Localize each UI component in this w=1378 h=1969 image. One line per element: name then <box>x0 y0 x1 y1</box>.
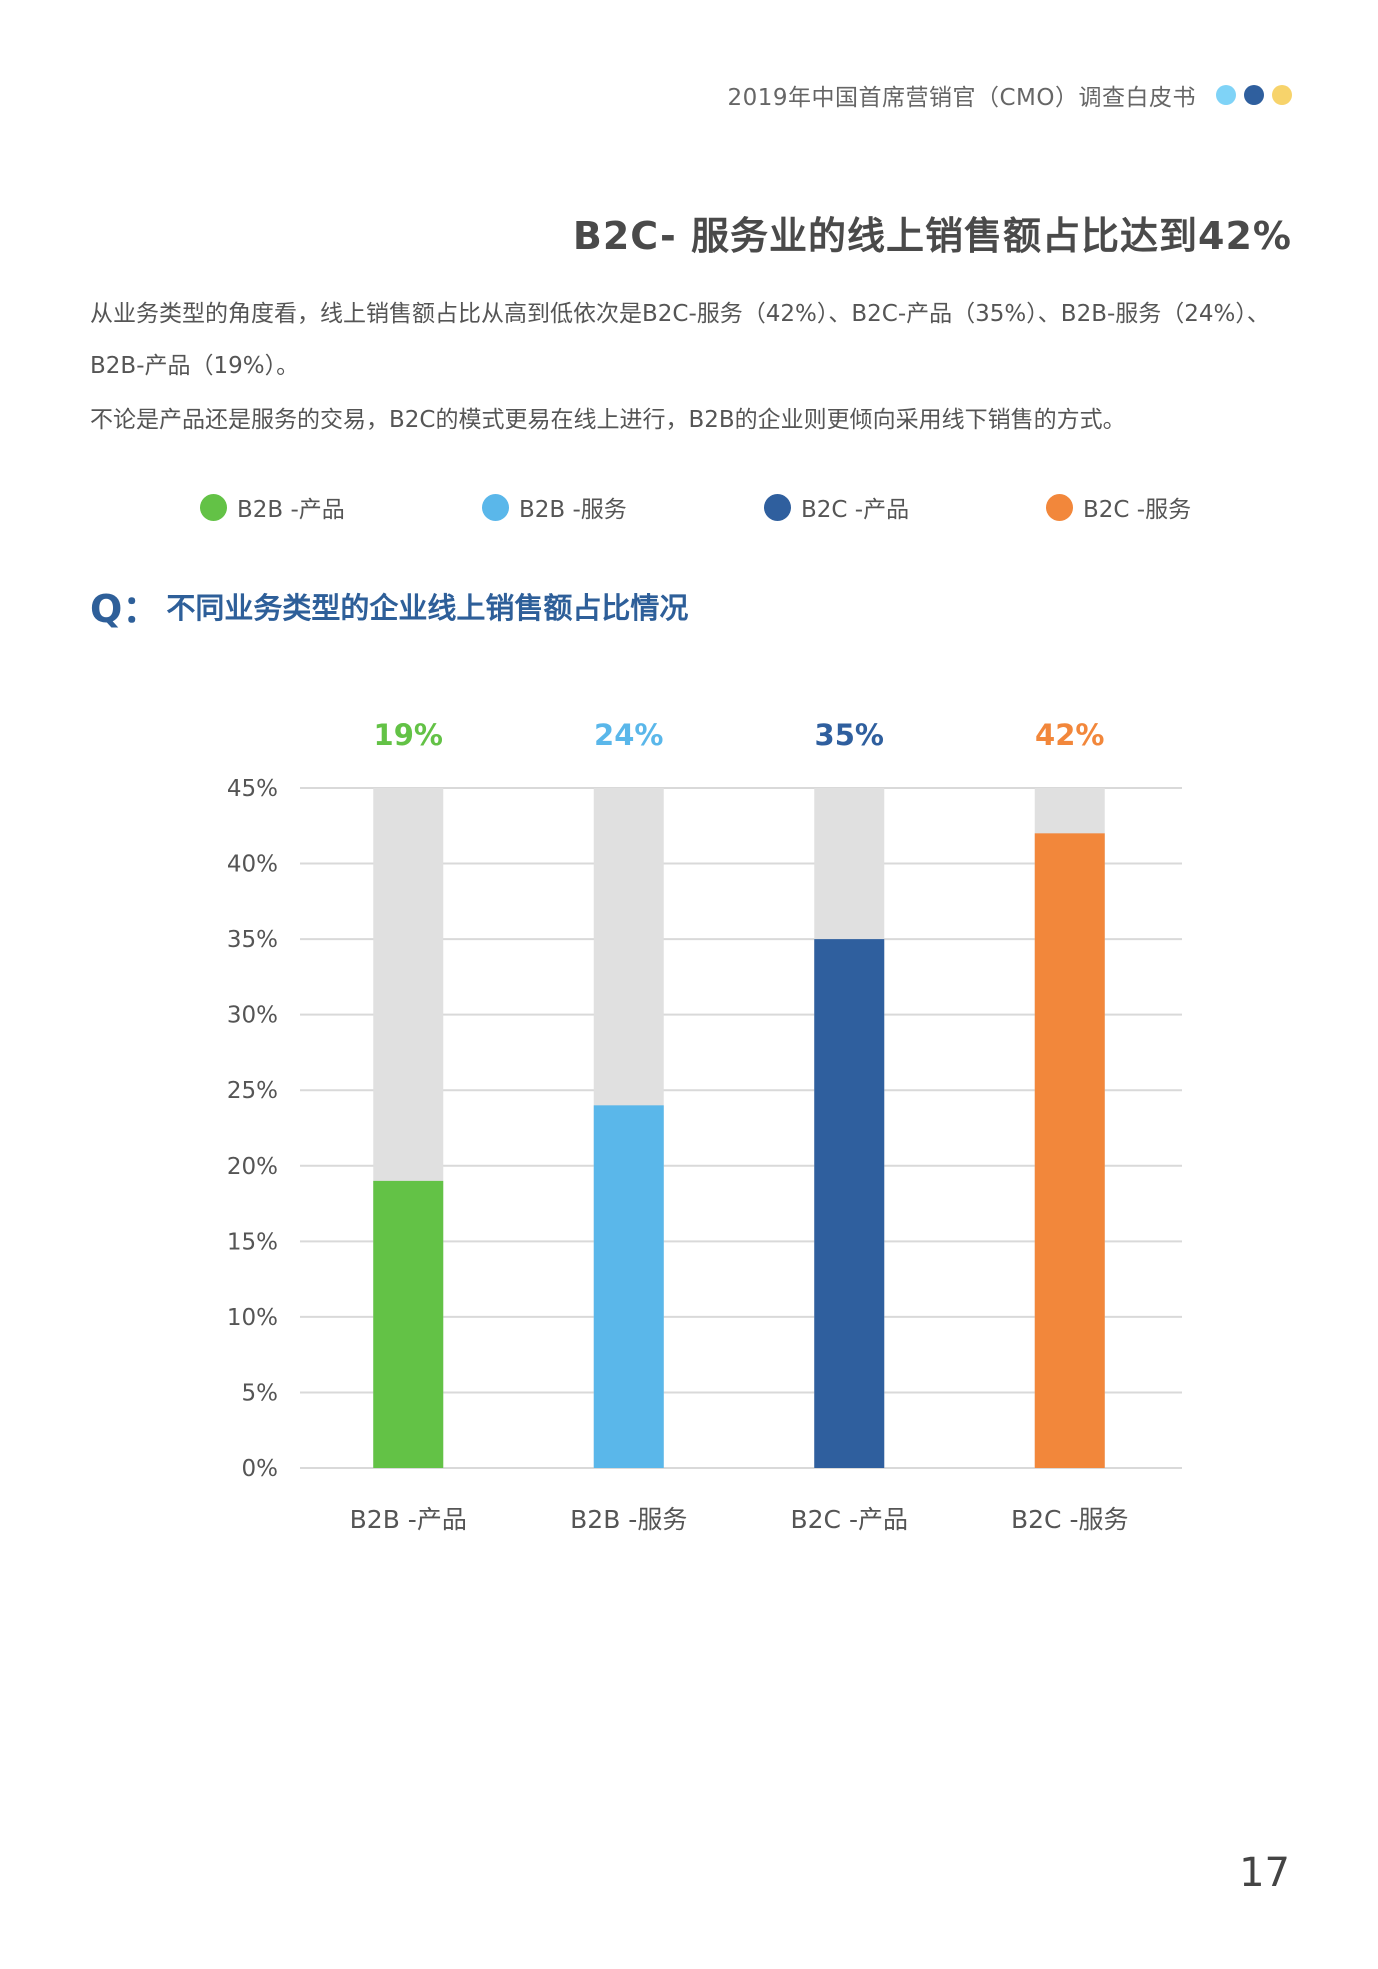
paragraph-2: 不论是产品还是服务的交易，B2C的模式更易在线上进行，B2B的企业则更倾向采用线… <box>90 407 1126 433</box>
bar <box>814 939 885 1468</box>
paragraph-1: 从业务类型的角度看，线上销售额占比从高到低依次是B2C-服务（42%）、B2C-… <box>90 301 1270 379</box>
legend-label: B2C -产品 <box>801 497 910 523</box>
legend-item-b2b-product: B2B -产品 <box>200 490 482 524</box>
y-tick-label: 15% <box>227 1229 278 1255</box>
report-title: 2019年中国首席营销官（CMO）调查白皮书 <box>727 85 1196 111</box>
legend-item-b2c-service: B2C -服务 <box>1046 490 1328 524</box>
page-title: B2C- 服务业的线上销售额占比达到42% <box>572 214 1292 258</box>
y-tick-label: 40% <box>227 852 278 878</box>
x-tick-label: B2B -产品 <box>350 1505 467 1534</box>
legend-dot-icon <box>764 493 791 521</box>
legend-label: B2B -服务 <box>519 497 627 523</box>
question-text: 不同业务类型的企业线上销售额占比情况 <box>166 590 689 625</box>
question-mark-label: Q： <box>90 587 161 631</box>
chart-question: Q： 不同业务类型的企业线上销售额占比情况 <box>90 578 688 633</box>
x-tick-label: B2C -服务 <box>1011 1505 1128 1534</box>
x-tick-label: B2C -产品 <box>791 1505 908 1534</box>
y-tick-label: 5% <box>242 1380 279 1406</box>
y-tick-label: 25% <box>227 1078 278 1104</box>
legend-item-b2b-service: B2B -服务 <box>482 490 764 524</box>
bar <box>593 1105 664 1468</box>
bar-chart: 0% 5% 10% 15% 20% 25% 30% 35% 40% 45% 19% B2B -产品 24… <box>227 718 1182 1534</box>
decorative-dots <box>1216 85 1292 105</box>
y-tick-label: 30% <box>227 1003 278 1029</box>
dot-icon-dark-blue <box>1244 85 1264 105</box>
legend-dot-icon <box>1046 493 1073 521</box>
bar <box>373 1180 444 1468</box>
y-tick-label: 35% <box>227 927 278 953</box>
legend-label: B2B -产品 <box>237 497 345 523</box>
bar <box>1034 833 1105 1468</box>
data-label: 19% <box>374 718 443 752</box>
y-tick-label: 20% <box>227 1154 278 1180</box>
x-tick-label: B2B -服务 <box>570 1505 687 1534</box>
data-label: 35% <box>815 718 884 752</box>
data-label: 42% <box>1035 718 1104 752</box>
page-header: 2019年中国首席营销官（CMO）调查白皮书 <box>727 78 1292 112</box>
legend-dot-icon <box>200 493 227 521</box>
dot-icon-yellow <box>1272 85 1292 105</box>
legend-label: B2C -服务 <box>1083 497 1192 523</box>
page-number: 17 <box>1239 1850 1290 1896</box>
chart-legend: B2B -产品 B2B -服务 B2C -产品 B2C -服务 <box>200 490 1328 524</box>
y-tick-label: 0% <box>242 1456 279 1482</box>
dot-icon-light-blue <box>1216 85 1236 105</box>
legend-item-b2c-product: B2C -产品 <box>764 490 1046 524</box>
data-label: 24% <box>594 718 663 752</box>
y-tick-label: 10% <box>227 1305 278 1331</box>
legend-dot-icon <box>482 493 509 521</box>
y-tick-label: 45% <box>227 776 278 802</box>
